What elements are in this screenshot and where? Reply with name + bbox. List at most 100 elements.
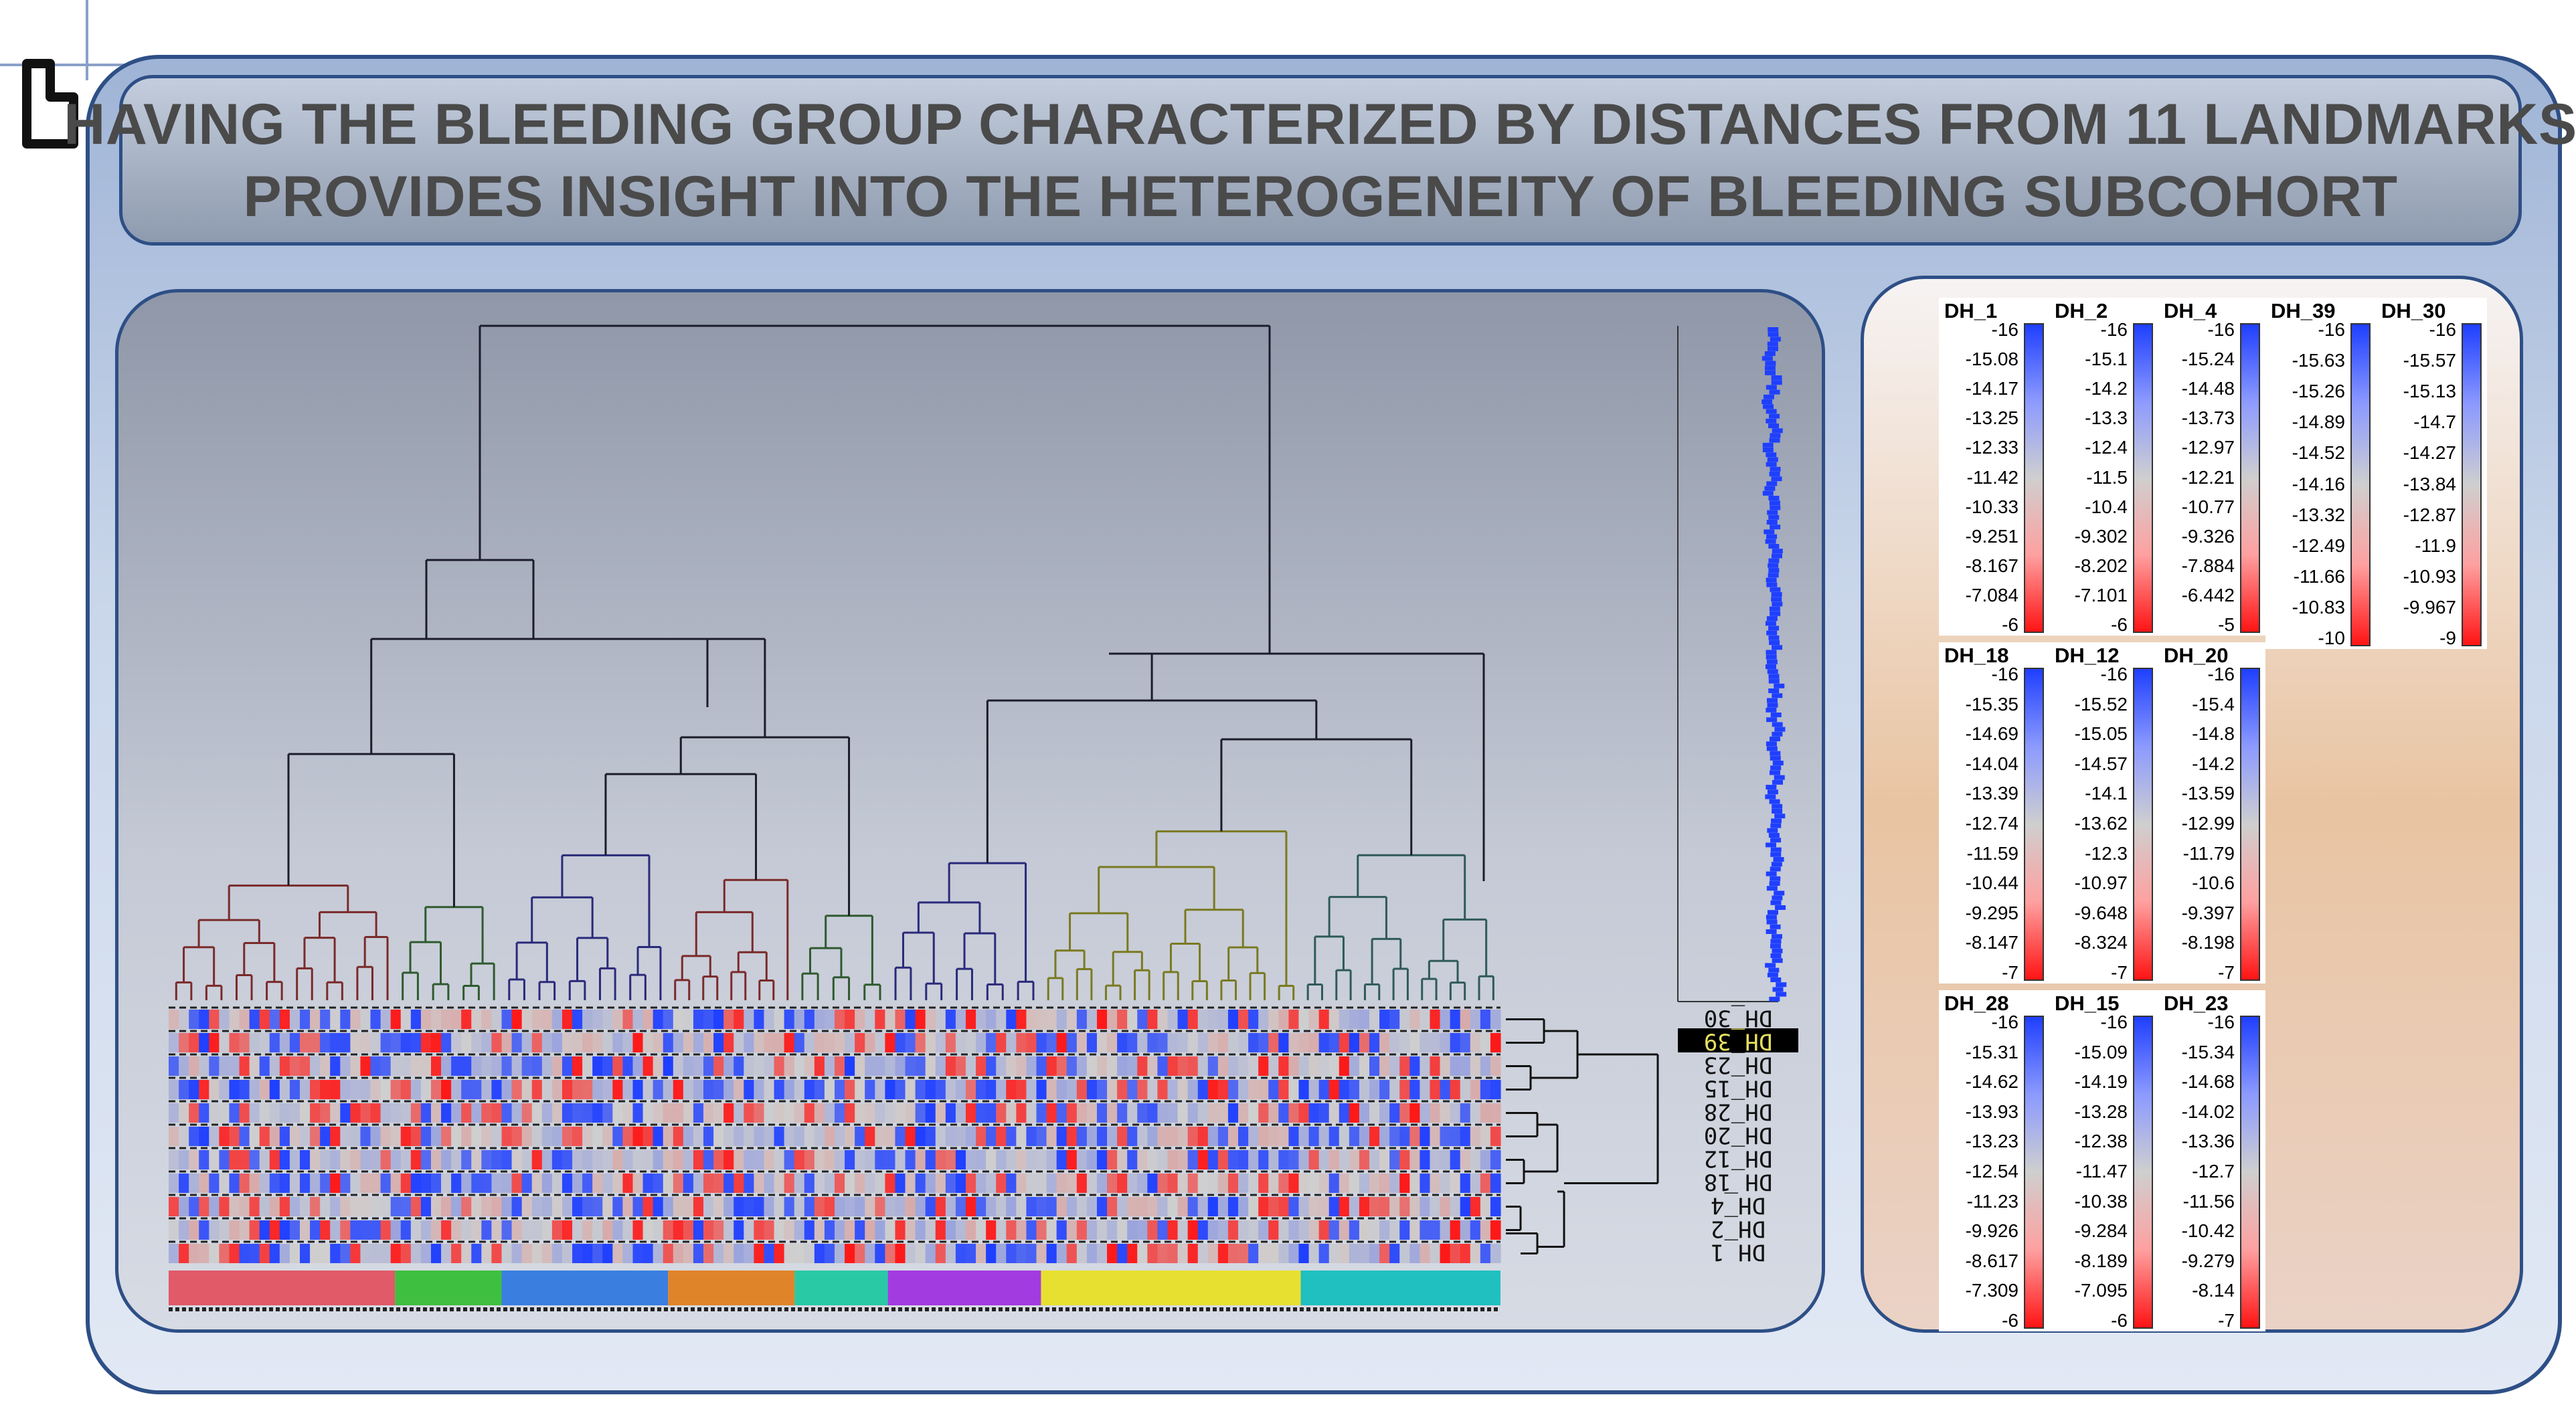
heatmap-cell — [1076, 1033, 1088, 1052]
value-point — [1768, 327, 1779, 332]
value-point — [1769, 606, 1780, 612]
heatmap-cell — [1399, 1150, 1410, 1170]
heatmap-cell — [693, 1010, 704, 1029]
heatmap-cell — [642, 1174, 654, 1193]
heatmap-cell — [179, 1103, 189, 1123]
heatmap-cell — [239, 1174, 250, 1193]
heatmap-cell — [1026, 1244, 1037, 1263]
heatmap-cell — [350, 1080, 361, 1099]
heatmap-cell — [653, 1220, 664, 1240]
legend-value: -13.28 — [2074, 1101, 2128, 1122]
heatmap-cell — [1349, 1103, 1360, 1123]
heatmap-cell — [804, 1033, 815, 1052]
legend-value: -14.1 — [2085, 783, 2128, 804]
heatmap-cell — [199, 1174, 209, 1193]
heatmap-cell — [491, 1103, 503, 1123]
heatmap-cell — [350, 1150, 361, 1170]
heatmap-cell — [1430, 1056, 1441, 1076]
heatmap-cell — [976, 1174, 986, 1193]
heatmap-cell — [1076, 1174, 1088, 1193]
value-point — [1766, 785, 1777, 789]
heatmap-cell — [551, 1220, 563, 1240]
value-point — [1767, 669, 1778, 674]
heatmap-cell — [441, 1150, 452, 1170]
heatmap-cell — [249, 1080, 260, 1099]
heatmap-cell — [430, 1010, 442, 1029]
value-point — [1772, 761, 1784, 765]
heatmap-cell — [229, 1010, 240, 1029]
heatmap-cell — [1440, 1174, 1451, 1193]
value-point — [1770, 847, 1782, 852]
heatmap-cell — [179, 1197, 189, 1216]
heatmap-cell — [814, 1033, 825, 1052]
heatmap-cell — [642, 1127, 654, 1146]
heatmap-cell — [1389, 1033, 1400, 1052]
heatmap-cell — [1258, 1010, 1269, 1029]
heatmap-cell — [734, 1080, 744, 1099]
heatmap-cell — [1339, 1150, 1350, 1170]
heatmap-cell — [1177, 1174, 1189, 1193]
heatmap-cell — [1349, 1033, 1360, 1052]
heatmap-cell — [582, 1220, 593, 1240]
heatmap-cell — [1389, 1010, 1400, 1029]
heatmap-cell — [310, 1080, 321, 1099]
heatmap-cell — [1046, 1150, 1057, 1170]
heatmap-cell — [1036, 1127, 1047, 1146]
heatmap-cell — [774, 1056, 785, 1076]
heatmap-cell — [441, 1033, 452, 1052]
heatmap-cell — [491, 1080, 503, 1099]
heatmap-cell — [1086, 1127, 1098, 1146]
heatmap-cell — [1127, 1103, 1138, 1123]
heatmap-cell — [885, 1174, 896, 1193]
value-point — [1764, 529, 1775, 535]
value-point — [1774, 727, 1786, 732]
heatmap-cell — [1430, 1103, 1441, 1123]
heatmap-cell — [1217, 1033, 1229, 1052]
value-point — [1767, 703, 1778, 708]
heatmap-cell — [461, 1244, 472, 1263]
heatmap-cell — [461, 1033, 472, 1052]
value-point — [1769, 996, 1780, 1002]
heatmap-cell — [350, 1220, 361, 1240]
heatmap-cell — [1490, 1197, 1501, 1216]
heatmap-cell — [764, 1080, 775, 1099]
heatmap-cell — [734, 1244, 744, 1263]
legend-value: -14.57 — [2074, 753, 2128, 774]
heatmap-cell — [1420, 1220, 1431, 1240]
heatmap-cell — [1217, 1080, 1229, 1099]
heatmap-cell — [734, 1150, 744, 1170]
heatmap-cell — [895, 1010, 906, 1029]
legend-value: -14.27 — [2403, 442, 2456, 464]
heatmap-cell — [360, 1197, 371, 1216]
legend-value: -13.73 — [2181, 407, 2235, 429]
heatmap-cell — [642, 1056, 654, 1076]
heatmap-cell — [1308, 1080, 1320, 1099]
heatmap-cell — [622, 1103, 634, 1123]
value-point — [1770, 755, 1781, 761]
value-point — [1762, 448, 1774, 452]
heatmap-cell — [1460, 1244, 1471, 1263]
heatmap-cell — [693, 1033, 704, 1052]
heatmap-cell — [199, 1033, 209, 1052]
heatmap-cell — [541, 1127, 553, 1146]
heatmap-cell — [350, 1127, 361, 1146]
heatmap-cell — [1227, 1033, 1239, 1052]
heatmap-cell — [885, 1103, 896, 1123]
legend-value: -11.66 — [2293, 565, 2345, 587]
heatmap-cell — [845, 1103, 855, 1123]
heatmap-cell — [1046, 1103, 1057, 1123]
legend-title: DH_1 — [1944, 299, 1998, 322]
heatmap-cell — [754, 1127, 765, 1146]
heatmap-cell — [1147, 1150, 1158, 1170]
heatmap-cell — [1006, 1197, 1017, 1216]
heatmap-cell — [420, 1127, 432, 1146]
heatmap-cell — [1278, 1174, 1290, 1193]
heatmap-cell — [865, 1220, 875, 1240]
row-label: DH_4 — [1711, 1192, 1766, 1219]
heatmap-cell — [895, 1174, 906, 1193]
heatmap-cell — [653, 1033, 664, 1052]
heatmap-cell — [824, 1127, 835, 1146]
heatmap-cell — [1117, 1174, 1128, 1193]
heatmap-cell — [744, 1080, 754, 1099]
heatmap-cell — [430, 1197, 442, 1216]
